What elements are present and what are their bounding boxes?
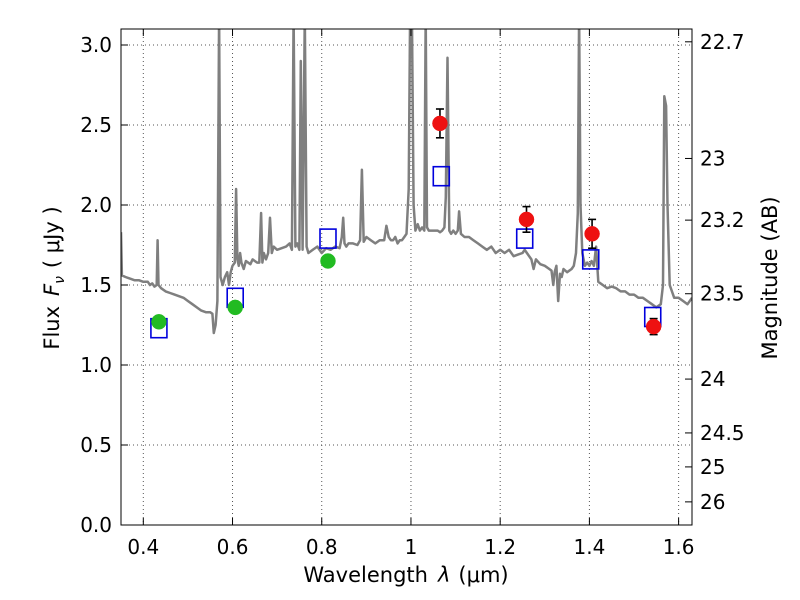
right-tick-label: 24.5 bbox=[700, 421, 745, 445]
green-photometry-point bbox=[151, 314, 167, 330]
plot-area bbox=[121, 29, 692, 525]
y-axis-subscript: ν bbox=[52, 276, 68, 284]
axes-frame bbox=[120, 28, 693, 526]
x-tick-label: 1.2 bbox=[484, 535, 516, 559]
red-photometry-point bbox=[432, 115, 448, 132]
model-flux-square bbox=[432, 165, 451, 187]
right-tick-label: 24 bbox=[700, 367, 725, 391]
red-photometry-point bbox=[518, 211, 535, 228]
model-spectrum-line bbox=[121, 29, 692, 335]
y-tick-label: 1.5 bbox=[80, 273, 112, 297]
model-flux-square bbox=[319, 228, 337, 249]
right-axis-title: Magnitude (AB) bbox=[758, 196, 782, 359]
y-tick-label: 2.5 bbox=[80, 113, 112, 137]
right-tick-label: 23.5 bbox=[700, 282, 745, 306]
right-tick-label: 23 bbox=[700, 146, 725, 170]
model-flux-square bbox=[515, 228, 534, 249]
y-axis-unit: ( μJy ) bbox=[40, 206, 64, 268]
right-tick-label: 26 bbox=[700, 490, 725, 514]
x-tick-label: 0.4 bbox=[127, 535, 159, 559]
y-tick-label: 0.5 bbox=[80, 433, 112, 457]
x-axis-title: Wavelength λ (μm) bbox=[303, 563, 508, 587]
right-tick-label: 23.2 bbox=[700, 208, 745, 232]
photometry-series bbox=[150, 108, 662, 339]
y-tick-label: 0.0 bbox=[80, 513, 112, 537]
spectrum-series bbox=[121, 29, 692, 335]
y-axis-symbol: F bbox=[40, 283, 64, 296]
red-photometry-point bbox=[584, 226, 600, 242]
x-tick-label: 1.6 bbox=[663, 535, 695, 559]
x-axis-title-text: Wavelength bbox=[303, 563, 428, 587]
grid-lines bbox=[121, 29, 692, 525]
x-axis-lambda: λ bbox=[437, 563, 450, 587]
x-tick-label: 0.6 bbox=[217, 535, 249, 559]
y-tick-label: 2.0 bbox=[80, 193, 112, 217]
right-tick-label: 22.7 bbox=[700, 30, 745, 54]
model-flux-square bbox=[581, 249, 600, 270]
tick-labels: 0.4 0.6 0.8 1 1.2 1.4 1.6 0.0 0.5 1.0 1.5 2.0 2.5 3.0… bbox=[80, 30, 744, 559]
x-tick-label: 1 bbox=[405, 535, 418, 559]
y-axis-title-text: Flux bbox=[40, 306, 64, 350]
y-axis-title: Flux Fν ( μJy ) bbox=[40, 206, 68, 349]
axis-ticks bbox=[121, 29, 692, 526]
x-tick-label: 0.8 bbox=[306, 535, 338, 559]
x-axis-unit: (μm) bbox=[458, 563, 508, 587]
x-tick-label: 1.4 bbox=[573, 535, 605, 559]
y-tick-label: 3.0 bbox=[80, 33, 112, 57]
y-tick-label: 1.0 bbox=[80, 353, 112, 377]
red-photometry-point bbox=[645, 318, 662, 335]
right-tick-label: 25 bbox=[700, 455, 725, 479]
green-photometry-point bbox=[320, 253, 336, 269]
green-photometry-point bbox=[227, 299, 243, 316]
